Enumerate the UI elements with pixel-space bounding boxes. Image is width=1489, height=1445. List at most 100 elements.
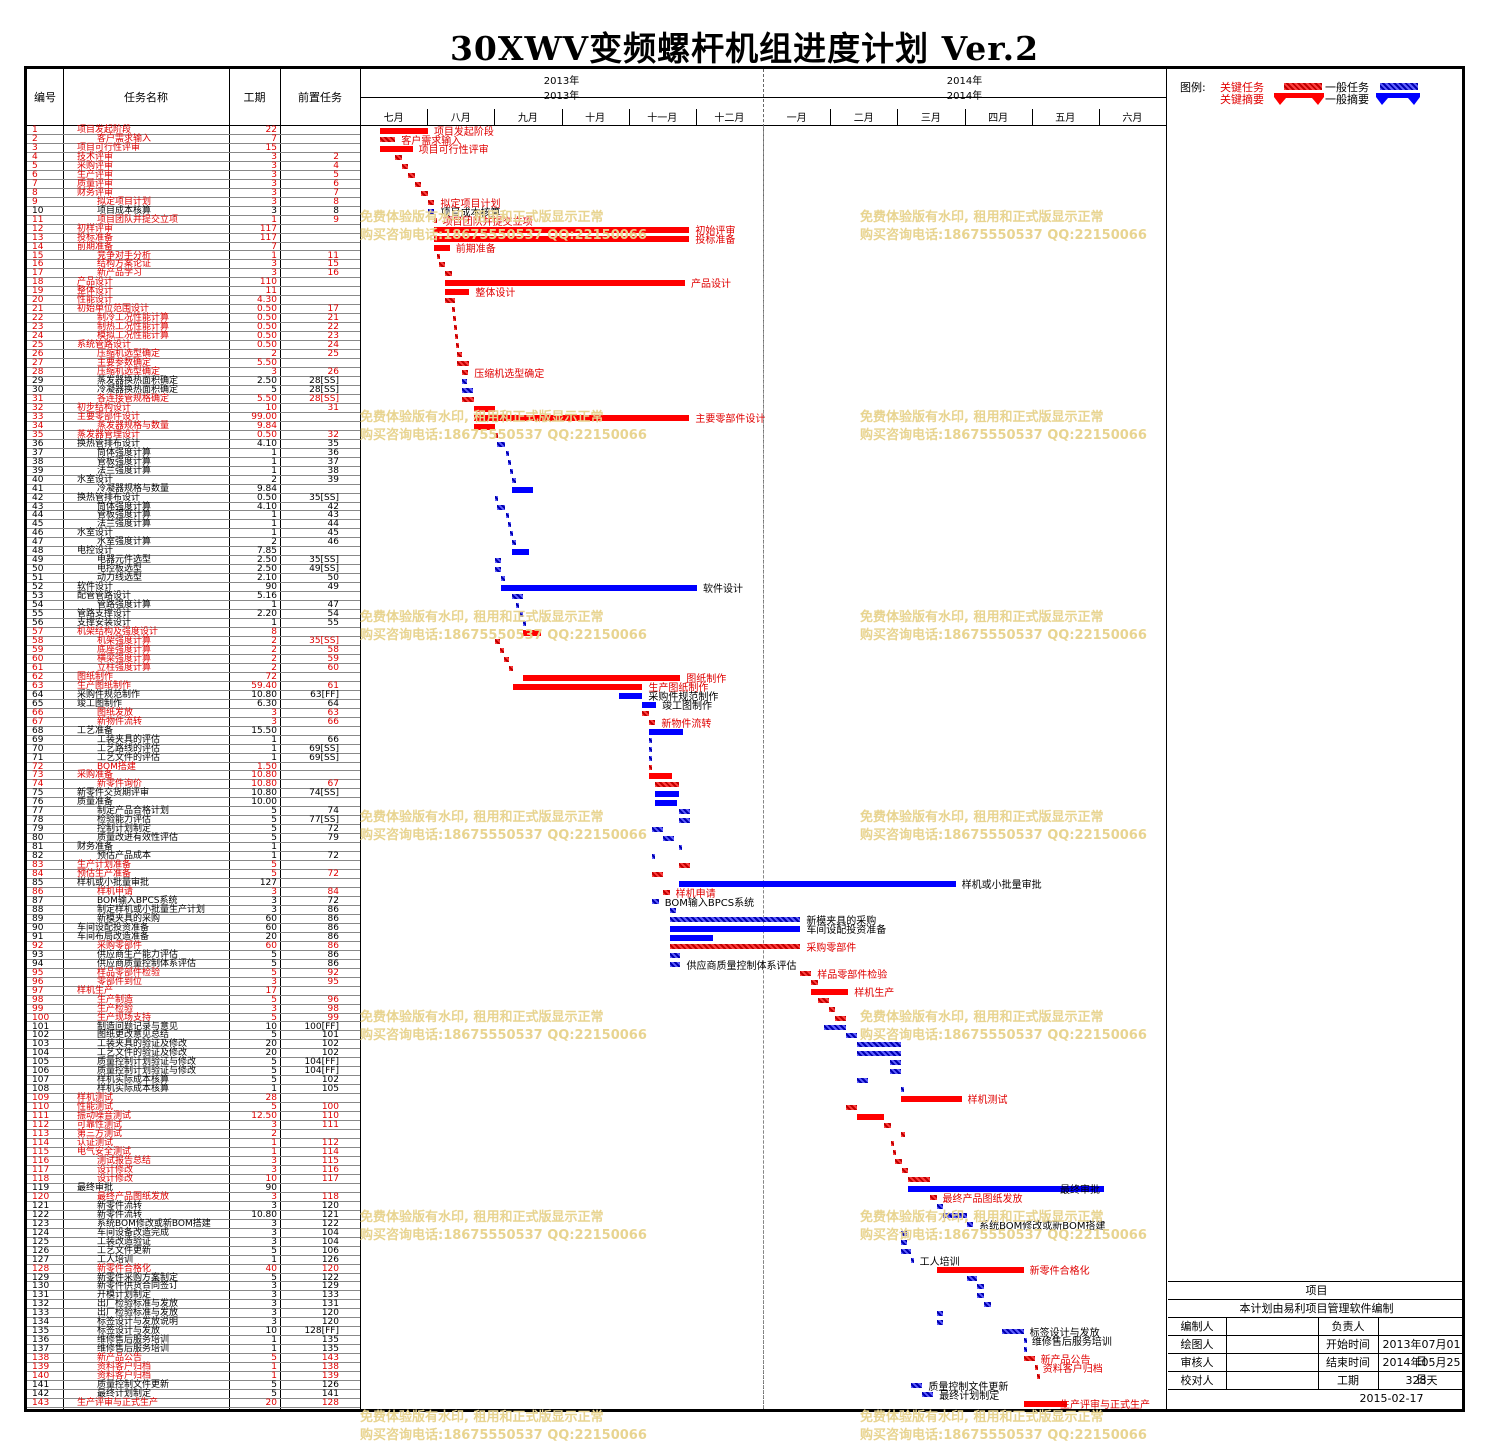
task-name: 样机实际成本核算 xyxy=(97,1075,170,1086)
task-duration: 2 xyxy=(271,644,277,655)
task-number: 96 xyxy=(32,976,44,987)
task-predecessor: 66 xyxy=(327,734,339,745)
bar-label: 投标准备 xyxy=(695,234,736,246)
task-name: 生产评审与正式生产 xyxy=(77,1398,159,1409)
task-duration: 7 xyxy=(271,133,277,144)
table-row: 95 样品零部件检验 5 92 xyxy=(27,968,360,978)
task-number: 49 xyxy=(32,555,44,566)
bar-label: 初始评审 xyxy=(695,225,736,237)
task-number: 64 xyxy=(32,689,44,700)
table-row: 21 初始单位范围设计 0.50 17 xyxy=(27,305,360,315)
task-duration: 10 xyxy=(265,1021,277,1032)
watermark-line2: 购买咨询电话:18675550537 QQ:22150066 xyxy=(360,1028,647,1043)
table-row: 46 水室设计 1 45 xyxy=(27,529,360,539)
task-duration: 99.00 xyxy=(251,411,277,422)
gantt-bar xyxy=(900,1230,908,1236)
divider xyxy=(1168,1353,1465,1354)
task-name: 质量准备 xyxy=(77,797,114,808)
task-name: 维修售后服务培训 xyxy=(97,1335,170,1346)
task-number: 13 xyxy=(32,232,44,243)
gantt-bar xyxy=(518,612,524,618)
gantt-bar xyxy=(678,881,956,888)
table-row: 118 设计修改 10 117 xyxy=(27,1173,360,1184)
gantt-bar xyxy=(811,988,849,995)
gantt-bar xyxy=(800,970,812,976)
task-duration: 6.30 xyxy=(256,698,277,709)
table-row: 27 主要参数确定 5.50 xyxy=(27,359,360,369)
task-number: 17 xyxy=(32,268,44,279)
task-name: 换热管排布设计 xyxy=(77,492,141,503)
task-name: 制热工况性能计算 xyxy=(97,322,170,333)
task-predecessor: 122 xyxy=(321,1272,339,1283)
watermark-line2: 购买咨询电话:18675550537 QQ:22150066 xyxy=(360,628,647,643)
task-duration: 12.50 xyxy=(251,1111,277,1122)
task-duration: 10 xyxy=(265,1173,277,1184)
gantt-bar xyxy=(669,916,801,922)
task-name: 项目团队并提交立项 xyxy=(97,214,179,225)
table-row: 10 项目成本核算 3 8 xyxy=(27,206,360,216)
table-row: 60 横梁强度计算 2 59 xyxy=(27,653,360,664)
gantt-bar xyxy=(889,1069,901,1075)
task-name: 新零件交货期评审 xyxy=(77,788,150,799)
task-predecessor: 63 xyxy=(327,707,339,718)
task-predecessor: 6 xyxy=(333,178,339,189)
info-cell: 审核人 xyxy=(1180,1356,1214,1369)
table-row: 52 软件设计 90 49 xyxy=(27,583,360,593)
task-duration: 1 xyxy=(271,465,277,476)
info-software-note: 本计划由易利项目管理软件编制 xyxy=(1239,1302,1394,1315)
table-row: 53 配管管路设计 5.16 xyxy=(27,592,360,602)
table-row: 89 新模夹具的采购 60 86 xyxy=(27,914,360,924)
table-row: 74 新零件询价 10.80 67 xyxy=(27,780,360,790)
gantt-bar xyxy=(895,1158,902,1164)
task-predecessor: 37 xyxy=(327,456,339,467)
task-name: 新零件流转 xyxy=(97,1209,143,1220)
task-number: 1 xyxy=(32,125,38,135)
watermark-line2: 购买咨询电话:18675550537 QQ:22150066 xyxy=(360,828,647,843)
task-number: 97 xyxy=(32,985,44,996)
task-number: 120 xyxy=(32,1191,50,1202)
table-row: 93 供应商生产能力评估 5 86 xyxy=(27,949,360,960)
task-number: 135 xyxy=(32,1326,50,1337)
table-row: 69 工装夹具的评估 1 66 xyxy=(27,734,360,745)
task-predecessor: 86 xyxy=(327,949,339,960)
task-duration: 5 xyxy=(271,1389,277,1400)
bar-label: 新物件流转 xyxy=(661,718,712,730)
task-predecessor: 47 xyxy=(327,600,339,611)
task-number: 59 xyxy=(32,644,44,655)
watermark: 免费体验版有水印, 租用和正式版显示正常 购买咨询电话:18675550537 Q… xyxy=(860,1409,1147,1445)
watermark-line1: 免费体验版有水印, 租用和正式版显示正常 xyxy=(360,1410,604,1425)
info-cell: 负责人 xyxy=(1331,1320,1365,1333)
gantt-bar xyxy=(523,621,527,627)
task-duration: 10.80 xyxy=(251,770,277,781)
gantt-bar xyxy=(901,1167,909,1173)
task-number: 137 xyxy=(32,1344,50,1355)
task-duration: 5 xyxy=(271,1030,277,1041)
task-number: 86 xyxy=(32,887,44,898)
col-header-duration: 工期 xyxy=(243,91,266,104)
divider xyxy=(280,69,281,1409)
gantt-bar xyxy=(669,907,677,913)
watermark: 免费体验版有水印, 租用和正式版显示正常 购买咨询电话:18675550537 Q… xyxy=(360,409,647,445)
gantt-bar xyxy=(421,190,428,196)
table-row: 115 电气安全测试 1 114 xyxy=(27,1148,360,1157)
task-number: 23 xyxy=(32,322,44,333)
gantt-bar xyxy=(642,701,657,708)
task-name: 初步结构设计 xyxy=(77,402,132,413)
gantt-bar xyxy=(663,836,674,842)
task-number: 35 xyxy=(32,429,44,440)
divider xyxy=(229,69,230,1409)
gantt-bar xyxy=(648,719,656,725)
watermark: 免费体验版有水印, 租用和正式版显示正常 购买咨询电话:18675550537 Q… xyxy=(360,609,647,645)
task-number: 33 xyxy=(32,411,44,422)
task-name: 模拟工况性能计算 xyxy=(97,331,170,342)
gantt-bar xyxy=(648,728,683,735)
task-number: 141 xyxy=(32,1380,50,1391)
task-number: 127 xyxy=(32,1254,50,1265)
month-tick xyxy=(628,109,630,125)
task-name: 采购零部件 xyxy=(97,940,143,951)
task-name: 采购件规范制作 xyxy=(77,689,141,700)
task-duration: 2 xyxy=(271,653,277,664)
task-number: 39 xyxy=(32,465,44,476)
task-name: 生产计划准备 xyxy=(77,860,132,871)
table-row: 98 生产制造 5 96 xyxy=(27,995,360,1005)
